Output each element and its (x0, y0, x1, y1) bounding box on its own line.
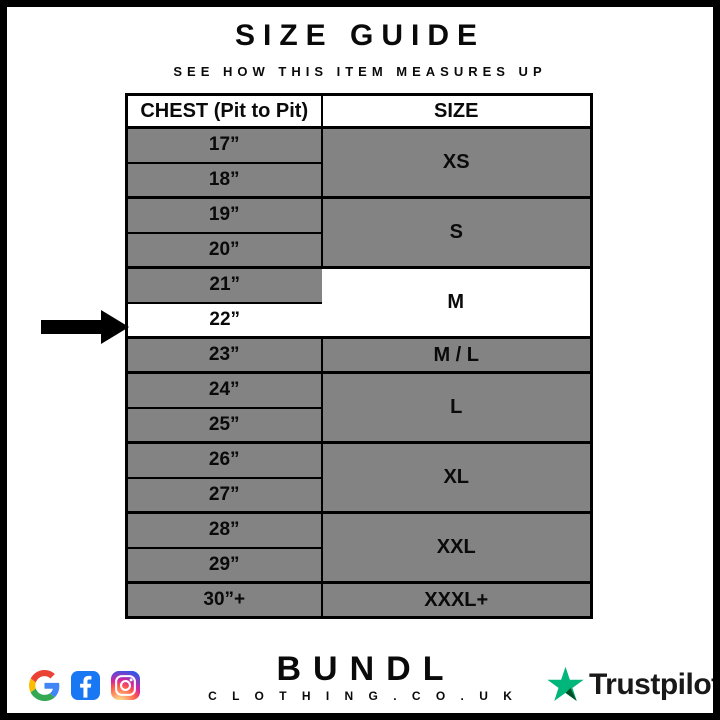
brand-name: BUNDL (276, 650, 456, 688)
size-cell-s: S (320, 196, 593, 269)
size-cell-m-l: M / L (320, 336, 593, 374)
size-column-header: SIZE (320, 93, 593, 129)
instagram-camera-glyph (115, 675, 136, 696)
trustpilot-wordmark: Trustpilot (589, 667, 720, 701)
brand-domain: C L O T H I N G . C O . U K (208, 689, 518, 703)
page-subtitle: SEE HOW THIS ITEM MEASURES UP (173, 64, 547, 79)
size-cell-xxxl: XXXL+ (320, 581, 593, 619)
chest-cell-27: 27” (125, 476, 323, 514)
chest-cell-22-highlighted: 22” (125, 301, 322, 339)
chest-cell-23: 23” (125, 336, 323, 374)
trustpilot-logo[interactable]: Trustpilot (547, 666, 720, 703)
table-row: 26” XL (125, 441, 593, 514)
table-row: 20” (125, 231, 592, 269)
chest-cell-30plus: 30”+ (125, 581, 323, 619)
brand-logo: BUNDL C L O T H I N G . C O . U K (7, 652, 713, 703)
table-row: 18” (125, 161, 592, 199)
chest-cell-26: 26” (125, 441, 323, 479)
table-row: 25” (125, 406, 592, 444)
chest-cell-25: 25” (125, 406, 323, 444)
table-row: 23” M / L (125, 336, 593, 374)
table-row: 27” (125, 476, 592, 514)
size-cell-xs: XS (320, 126, 593, 199)
table-row: 21” M (125, 266, 593, 339)
chest-cell-17: 17” (125, 126, 323, 164)
table-row: 19” S (125, 196, 593, 269)
size-guide-table: CHEST (Pit to Pit) SIZE 17” XS 18” 19” S… (125, 93, 593, 619)
chest-cell-18: 18” (125, 161, 323, 199)
chest-cell-21: 21” (125, 266, 322, 304)
footer-social-icons (29, 670, 140, 701)
google-icon[interactable] (29, 670, 60, 701)
facebook-icon[interactable] (71, 671, 100, 700)
size-cell-xxl: XXL (320, 511, 593, 584)
size-cell-m-highlighted: M (321, 266, 593, 339)
chest-column-header: CHEST (Pit to Pit) (125, 93, 323, 129)
page-title: SIZE GUIDE (234, 19, 486, 52)
chest-cell-20: 20” (125, 231, 323, 269)
chest-cell-24: 24” (125, 371, 323, 409)
table-row: 29” (125, 546, 592, 584)
chest-cell-28: 28” (125, 511, 323, 549)
size-cell-l: L (320, 371, 593, 444)
facebook-f-glyph (80, 675, 92, 698)
size-cell-xl: XL (320, 441, 593, 514)
table-row-highlighted: 22” (125, 301, 592, 339)
table-row: 24” L (125, 371, 593, 444)
trustpilot-star-icon (547, 666, 584, 701)
chest-cell-19: 19” (125, 196, 323, 234)
chest-cell-29: 29” (125, 546, 323, 584)
instagram-icon[interactable] (111, 671, 140, 700)
table-header-row: CHEST (Pit to Pit) SIZE (125, 93, 593, 129)
highlight-arrow-icon (41, 310, 129, 344)
table-row: 17” XS (125, 126, 593, 199)
table-row: 28” XXL (125, 511, 593, 584)
table-row: 30”+ XXXL+ (125, 581, 593, 619)
